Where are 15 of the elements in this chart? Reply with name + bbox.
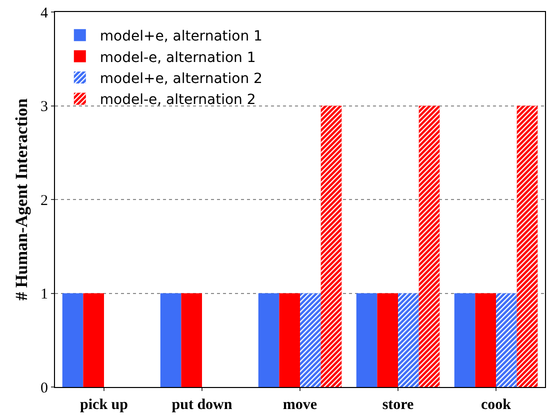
- x-tick-label: put down: [172, 397, 233, 413]
- y-tick-label: 2: [40, 192, 48, 209]
- legend-label: model-e, alternation 1: [100, 50, 256, 66]
- legend-label: model-e, alternation 2: [100, 92, 256, 108]
- legend-label: model+e, alternation 1: [100, 28, 262, 45]
- y-tick-label: 4: [40, 5, 48, 22]
- x-tick-label: move: [282, 397, 318, 413]
- y-tick-label: 3: [40, 99, 48, 115]
- x-tick-label: cook: [481, 397, 512, 413]
- y-tick-label: 1: [40, 286, 48, 302]
- x-tick-label: pick up: [80, 397, 128, 413]
- y-axis-title: # Human-Agent Interaction: [12, 98, 32, 301]
- x-tick-label: store: [382, 397, 414, 413]
- legend-label: model+e, alternation 2: [100, 70, 262, 87]
- y-tick-label: 0: [40, 380, 48, 396]
